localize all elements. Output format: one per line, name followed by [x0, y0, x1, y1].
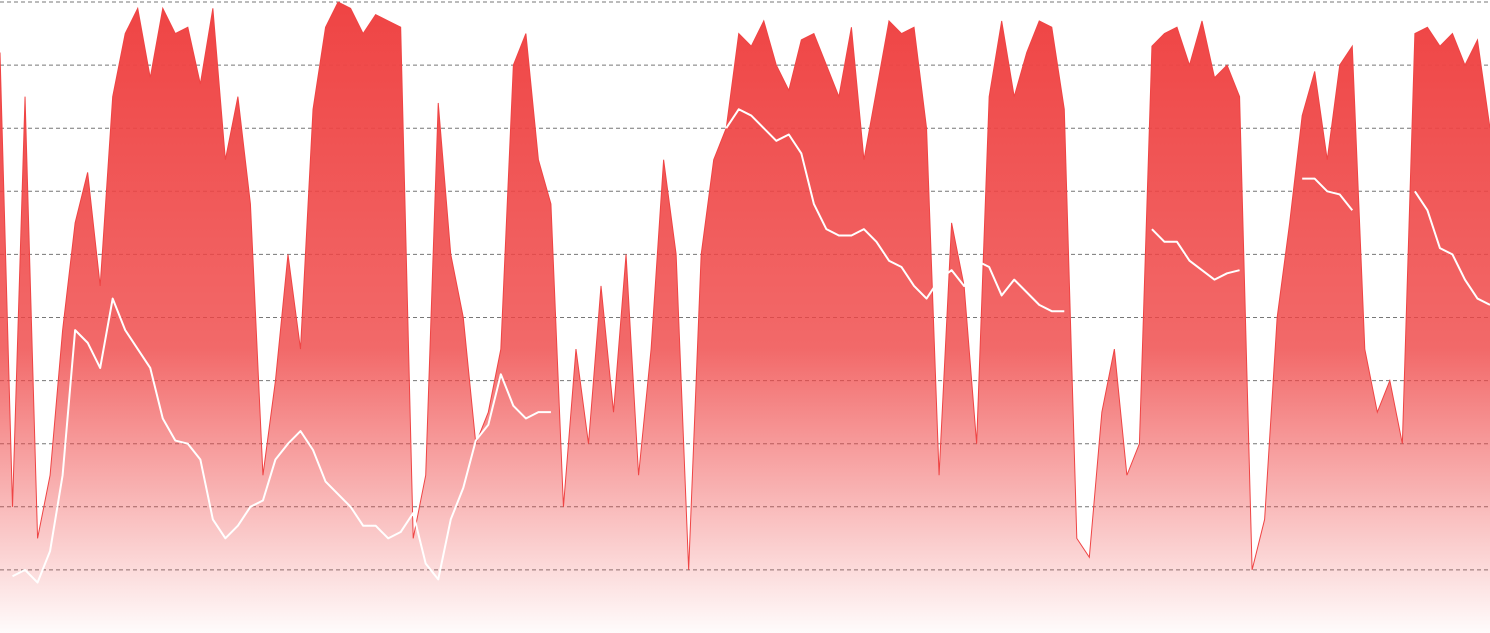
area-outline: [0, 1, 1490, 571]
line: [12, 108, 1490, 584]
